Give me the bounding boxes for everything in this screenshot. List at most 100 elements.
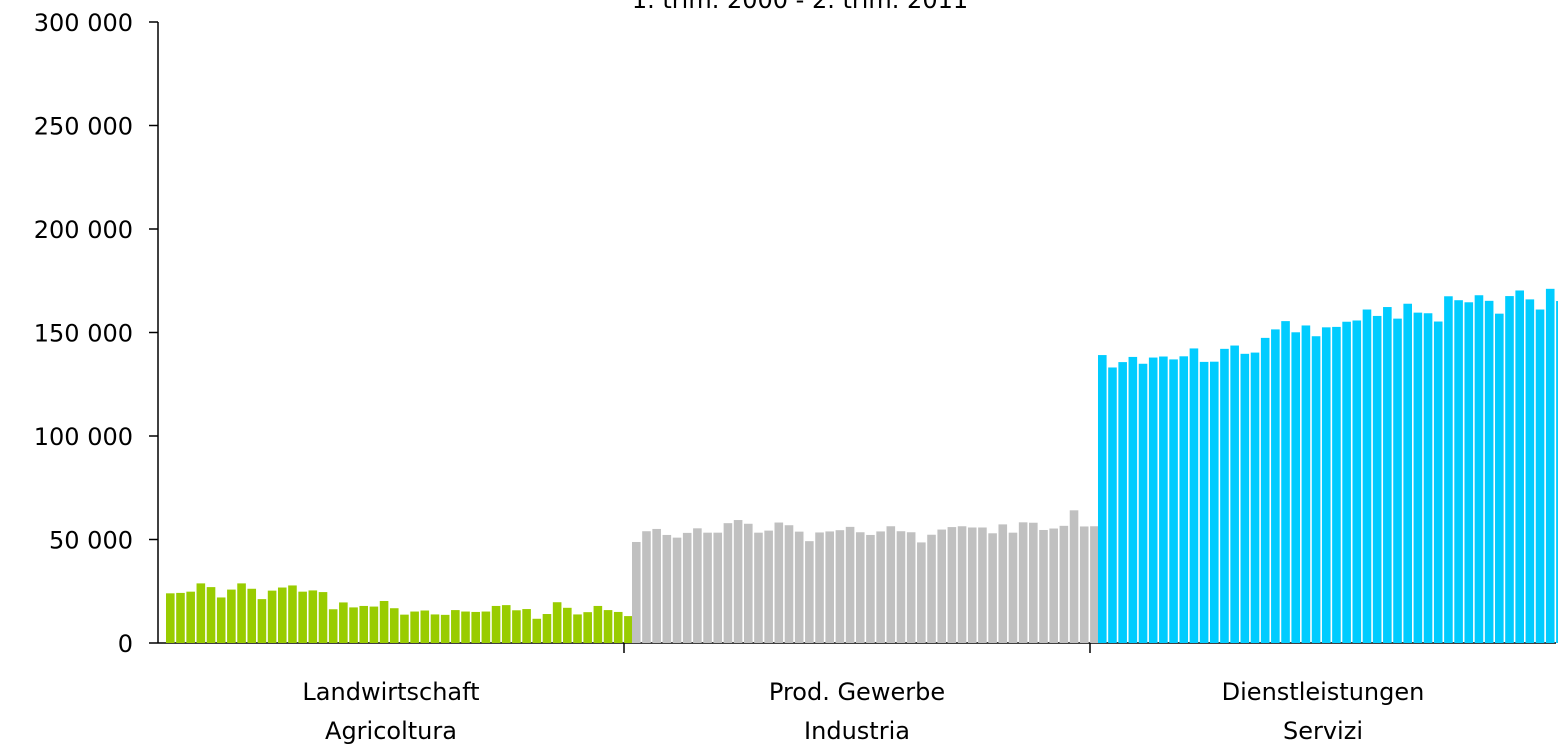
bar-2-37: [998, 524, 1008, 643]
bar-2-7: [693, 528, 702, 643]
bar-1-39: [552, 602, 562, 643]
bar-2-28: [906, 532, 916, 643]
bar-3-22: [1311, 336, 1321, 643]
bar-3-39: [1484, 300, 1494, 643]
y-tick-label: 200 000: [34, 216, 133, 244]
bar-2-2: [642, 531, 651, 643]
bar-2-30: [927, 534, 936, 643]
bar-2-27: [896, 531, 906, 643]
bar-1-3: [186, 591, 195, 643]
bar-1-11: [267, 590, 277, 643]
bar-3-17: [1260, 337, 1270, 643]
bar-2-11: [733, 520, 743, 643]
bar-1-8: [237, 583, 246, 643]
bar-3-46: [1556, 301, 1558, 643]
bar-2-41: [1039, 529, 1048, 643]
bar-1-28: [440, 614, 450, 643]
bar-2-36: [988, 533, 997, 643]
bar-1-40: [563, 607, 572, 643]
bar-3-26: [1352, 320, 1362, 643]
bar-1-33: [491, 605, 501, 643]
bar-2-45: [1079, 526, 1089, 643]
bar-3-5: [1138, 363, 1148, 643]
bar-2-26: [886, 526, 896, 643]
bar-2-43: [1059, 525, 1069, 643]
bar-2-46: [1090, 526, 1099, 643]
bar-1-26: [420, 610, 430, 643]
bar-2-8: [703, 532, 712, 643]
bar-2-23: [855, 532, 865, 643]
bar-3-11: [1199, 361, 1209, 643]
bar-3-33: [1423, 313, 1433, 643]
bar-1-20: [359, 605, 369, 643]
bar-1-19: [349, 607, 358, 643]
category-label-it: Agricoltura: [325, 717, 457, 745]
bar-2-35: [978, 527, 987, 643]
bar-3-21: [1301, 325, 1311, 643]
bar-3-34: [1433, 321, 1443, 643]
bar-2-13: [754, 532, 763, 643]
bar-2-29: [917, 542, 926, 643]
bar-2-39: [1018, 522, 1028, 643]
bar-2-5: [672, 537, 682, 643]
bar-3-12: [1209, 361, 1219, 643]
bar-2-38: [1008, 532, 1018, 643]
bar-3-25: [1342, 321, 1351, 643]
bar-1-4: [196, 583, 206, 643]
bar-3-13: [1220, 348, 1229, 643]
bar-1-37: [532, 618, 542, 643]
bar-3-8: [1169, 359, 1178, 643]
bar-1-38: [542, 614, 552, 643]
bar-3-24: [1332, 326, 1341, 643]
bar-1-42: [583, 612, 592, 643]
category-label-de: Landwirtschaft: [302, 678, 479, 706]
bar-1-24: [400, 614, 409, 643]
x-axis: [158, 642, 1556, 653]
bar-2-20: [825, 531, 835, 643]
bar-1-2: [176, 592, 185, 643]
bar-3-2: [1108, 367, 1117, 643]
category-label-de: Dienstleistungen: [1222, 678, 1425, 706]
bar-2-31: [937, 529, 946, 643]
bar-3-15: [1240, 353, 1250, 643]
bar-1-16: [318, 592, 328, 643]
y-tick-label: 300 000: [34, 9, 133, 37]
bar-3-29: [1383, 307, 1392, 643]
bar-2-10: [723, 523, 733, 643]
bar-1-43: [593, 605, 603, 643]
bar-1-25: [410, 611, 419, 643]
bar-3-23: [1321, 327, 1331, 643]
bar-1-44: [603, 610, 613, 643]
bar-3-10: [1189, 348, 1199, 643]
bar-1-23: [389, 608, 399, 643]
y-tick-label: 100 000: [34, 423, 133, 451]
category-label-de: Prod. Gewerbe: [769, 678, 945, 706]
bar-1-6: [216, 597, 226, 643]
bar-2-6: [682, 532, 692, 643]
bar-1-21: [369, 606, 379, 643]
bar-3-45: [1545, 288, 1555, 643]
bar-1-46: [624, 616, 633, 643]
bar-3-1: [1098, 355, 1107, 643]
bar-2-25: [876, 531, 885, 643]
bar-2-40: [1029, 522, 1038, 643]
bar-2-16: [784, 525, 794, 643]
bar-3-7: [1159, 356, 1168, 643]
bar-2-9: [713, 532, 723, 643]
bar-1-36: [522, 609, 531, 643]
bar-2-3: [652, 528, 661, 643]
bar-2-14: [764, 530, 773, 643]
bar-3-40: [1495, 313, 1504, 643]
bar-3-43: [1525, 299, 1535, 643]
bar-1-17: [328, 609, 338, 643]
bar-2-19: [815, 532, 824, 643]
y-tick-label: 150 000: [34, 320, 133, 348]
bar-1-7: [227, 589, 236, 643]
bar-1-5: [206, 587, 216, 643]
bar-1-18: [339, 602, 348, 643]
y-tick-label: 0: [118, 630, 133, 658]
bar-2-21: [835, 530, 845, 643]
bar-3-37: [1464, 302, 1474, 643]
bar-1-14: [298, 591, 307, 643]
y-tick-label: 50 000: [49, 527, 133, 555]
